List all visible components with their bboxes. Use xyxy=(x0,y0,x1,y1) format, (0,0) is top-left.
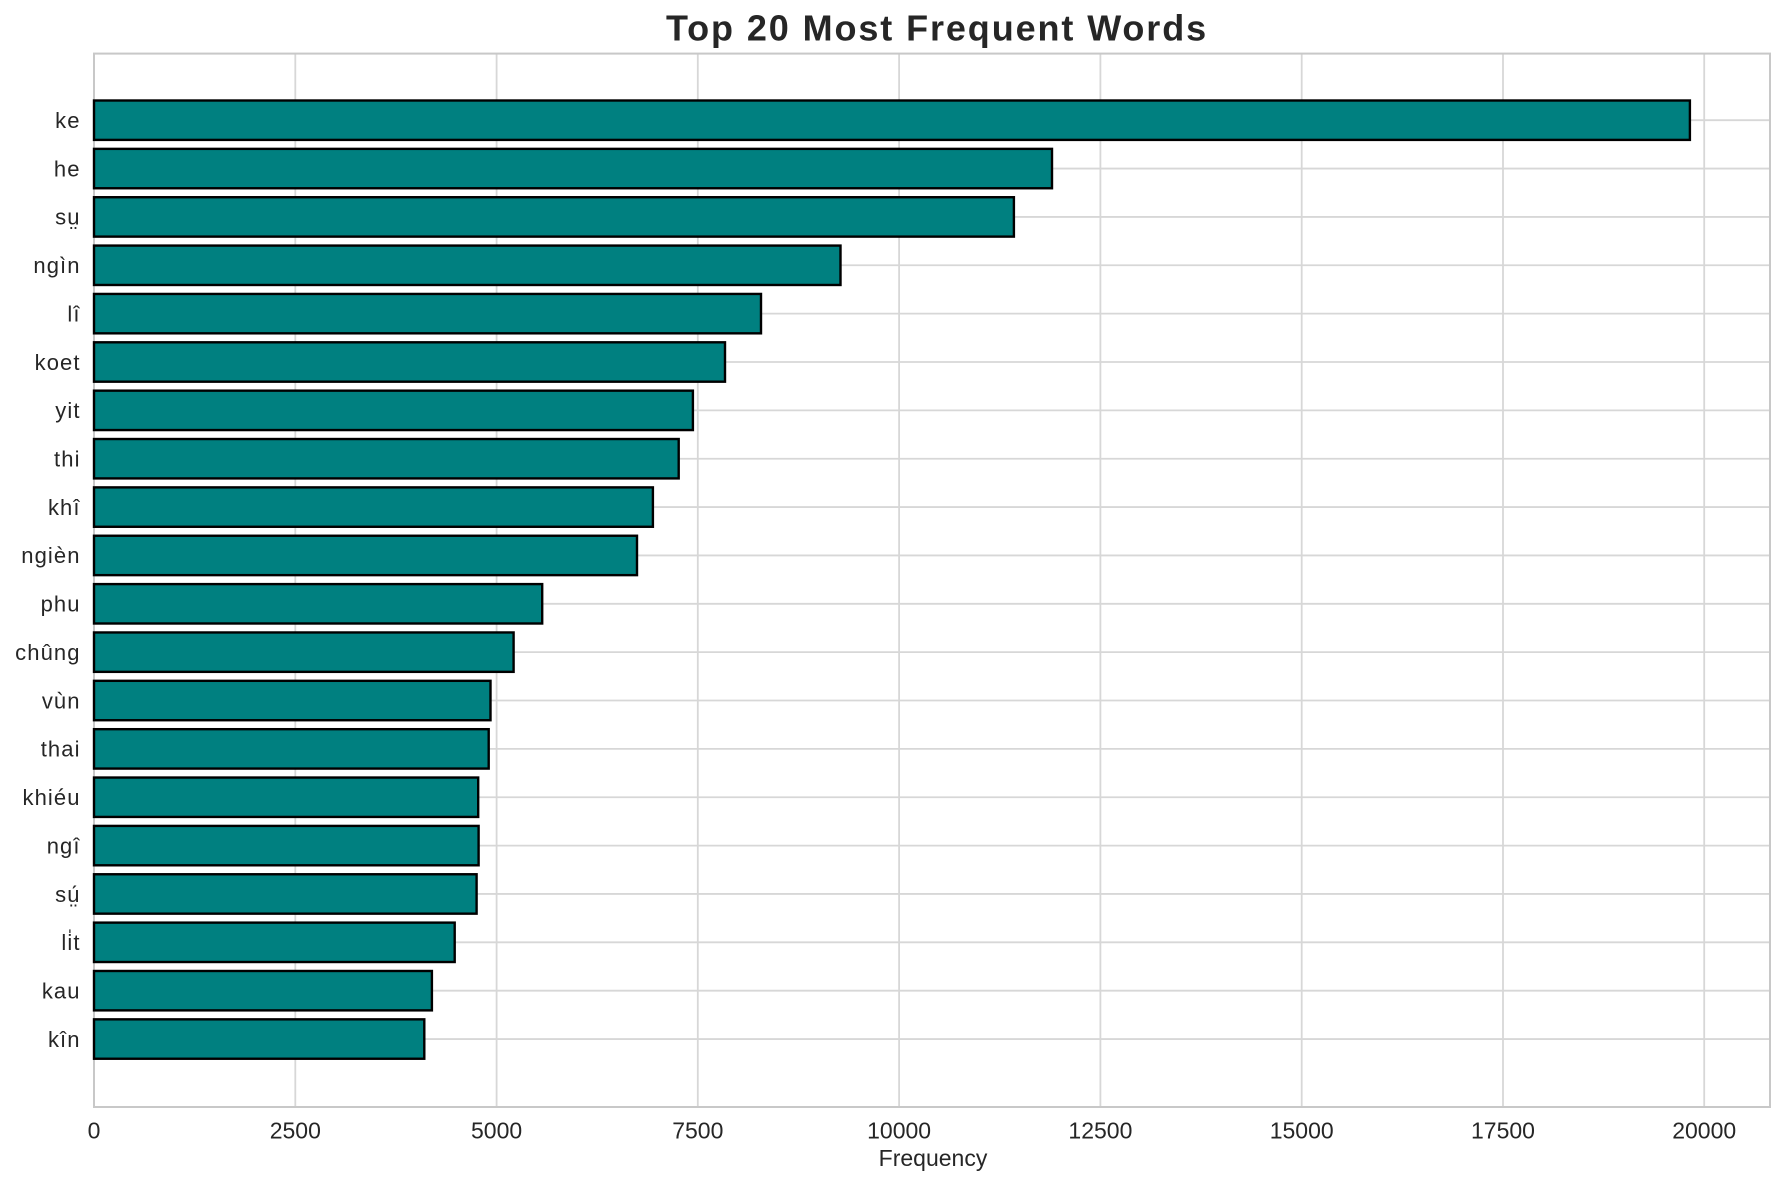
svg-text:sṳ: sṳ xyxy=(55,205,80,230)
svg-text:li̍t: li̍t xyxy=(61,929,80,956)
svg-text:2500: 2500 xyxy=(270,1118,321,1144)
svg-text:khî: khî xyxy=(48,495,81,520)
svg-text:thi: thi xyxy=(54,447,81,472)
svg-text:vùn: vùn xyxy=(42,688,81,713)
svg-text:chûng: chûng xyxy=(15,640,80,665)
svg-text:Top 20 Most Frequent Words: Top 20 Most Frequent Words xyxy=(666,8,1208,49)
svg-text:Frequency: Frequency xyxy=(879,1145,988,1171)
svg-text:kîn: kîn xyxy=(48,1027,81,1052)
svg-text:ngî: ngî xyxy=(47,833,81,858)
svg-text:ngìn: ngìn xyxy=(33,253,80,278)
svg-text:he: he xyxy=(54,156,81,181)
svg-text:7500: 7500 xyxy=(672,1118,723,1144)
svg-text:koet: koet xyxy=(35,350,81,375)
svg-text:0: 0 xyxy=(88,1118,101,1144)
svg-text:15000: 15000 xyxy=(1270,1118,1334,1144)
svg-text:thai: thai xyxy=(41,737,81,762)
svg-text:20000: 20000 xyxy=(1672,1118,1736,1144)
svg-text:sṳ́: sṳ́ xyxy=(55,882,80,907)
svg-text:5000: 5000 xyxy=(471,1118,522,1144)
svg-text:kau: kau xyxy=(42,979,81,1004)
svg-text:ke: ke xyxy=(55,108,80,133)
svg-text:17500: 17500 xyxy=(1471,1118,1535,1144)
svg-text:lî: lî xyxy=(67,301,80,326)
svg-text:phu: phu xyxy=(41,592,81,617)
svg-text:ngièn: ngièn xyxy=(21,543,80,568)
svg-text:12500: 12500 xyxy=(1068,1118,1132,1144)
svg-text:khiéu: khiéu xyxy=(23,785,81,810)
svg-text:yit: yit xyxy=(55,398,80,423)
svg-text:10000: 10000 xyxy=(867,1118,931,1144)
